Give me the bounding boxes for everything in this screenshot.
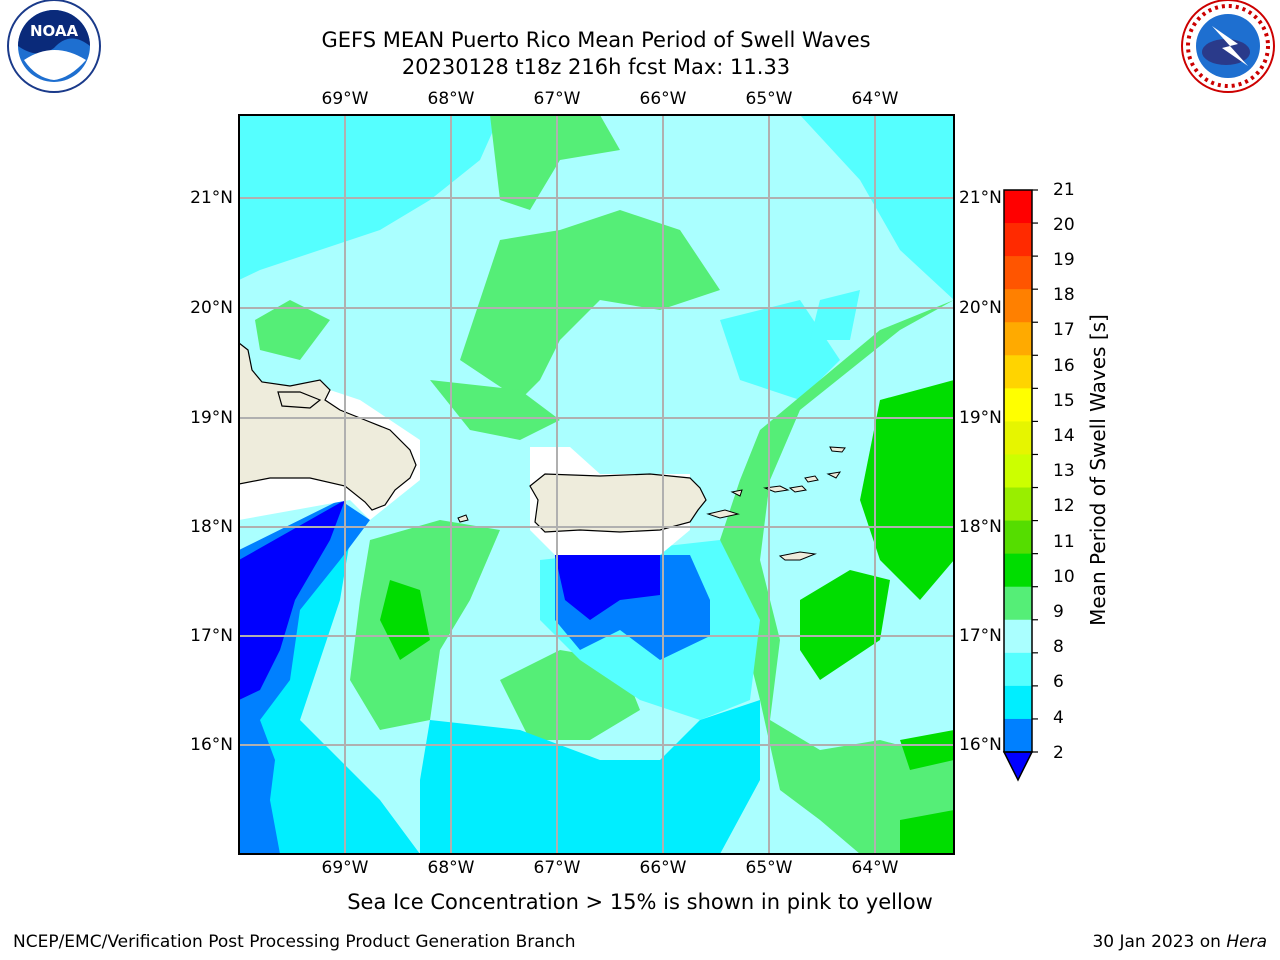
colorbar-segment — [1004, 685, 1032, 720]
colorbar-segment — [1004, 388, 1032, 422]
colorbar-segment — [1004, 322, 1032, 356]
chart-title-line1: GEFS MEAN Puerto Rico Mean Period of Swe… — [321, 28, 871, 52]
colorbar-tick-label: 20 — [1053, 215, 1075, 235]
colorbar-tick-label: 4 — [1053, 708, 1064, 728]
lon-label-top: 68°W — [427, 89, 475, 109]
lat-label-left: 20°N — [190, 298, 233, 318]
footer-date: 30 Jan 2023 on Hera — [1092, 932, 1267, 952]
lon-label-bottom: 64°W — [851, 858, 899, 878]
colorbar-tick-label: 11 — [1053, 532, 1075, 552]
colorbar-frame — [1003, 189, 1033, 753]
colorbar-tick-label: 19 — [1053, 250, 1075, 270]
colorbar-tick-label: 15 — [1053, 391, 1075, 411]
lon-label-top: 66°W — [639, 89, 687, 109]
colorbar-segment — [1004, 520, 1032, 555]
colorbar-segment — [1004, 355, 1032, 389]
svg-text:NOAA: NOAA — [30, 22, 79, 40]
lat-label-right: 21°N — [959, 188, 1002, 208]
colorbar-segment — [1004, 289, 1032, 323]
lat-label-right: 18°N — [959, 517, 1002, 537]
colorbar-segment — [1004, 652, 1032, 687]
sea-ice-note: Sea Ice Concentration > 15% is shown in … — [347, 890, 933, 914]
colorbar-tick-label: 13 — [1053, 461, 1075, 481]
colorbar-extend-triangle — [1002, 751, 1034, 782]
lon-label-top: 67°W — [533, 89, 581, 109]
colorbar-tick-label: 9 — [1053, 602, 1064, 622]
colorbar-title: Mean Period of Swell Waves [s] — [1086, 314, 1110, 626]
lat-label-right: 17°N — [959, 626, 1002, 646]
colorbar-tick-label: 8 — [1053, 637, 1064, 657]
lon-label-bottom: 69°W — [321, 858, 369, 878]
colorbar-segment — [1004, 718, 1032, 753]
lat-label-right: 20°N — [959, 298, 1002, 318]
map-area — [239, 115, 954, 854]
lon-label-top: 69°W — [321, 89, 369, 109]
national-weather-service-logo — [1181, 0, 1275, 93]
lon-label-top: 65°W — [745, 89, 793, 109]
map-gridlines — [239, 115, 954, 854]
lat-label-left: 16°N — [190, 735, 233, 755]
colorbar-segment — [1004, 619, 1032, 654]
footer-date-text: 30 Jan 2023 on — [1092, 932, 1227, 952]
colorbar-segment — [1004, 454, 1032, 489]
noaa-logo: NOAA — [7, 0, 101, 93]
footer-credit: NCEP/EMC/Verification Post Processing Pr… — [13, 932, 576, 952]
lat-label-right: 16°N — [959, 735, 1002, 755]
colorbar-segment — [1004, 190, 1032, 224]
colorbar-tick-label: 17 — [1053, 320, 1075, 340]
colorbar-segment — [1004, 553, 1032, 588]
lat-label-left: 17°N — [190, 626, 233, 646]
colorbar-tick-label: 6 — [1053, 672, 1064, 692]
colorbar — [1002, 189, 1038, 782]
colorbar-segment — [1004, 421, 1032, 455]
colorbar-tick-label: 12 — [1053, 496, 1075, 516]
lon-label-bottom: 66°W — [639, 858, 687, 878]
colorbar-tick-label: 14 — [1053, 426, 1075, 446]
colorbar-tick-label: 10 — [1053, 567, 1075, 587]
colorbar-segment — [1004, 586, 1032, 621]
footer-host: Hera — [1226, 932, 1267, 952]
colorbar-tick-label: 16 — [1053, 356, 1075, 376]
lon-label-bottom: 68°W — [427, 858, 475, 878]
colorbar-segment — [1004, 256, 1032, 290]
lat-label-right: 19°N — [959, 408, 1002, 428]
lat-label-left: 21°N — [190, 188, 233, 208]
colorbar-tick-label: 21 — [1053, 180, 1075, 200]
map-frame — [238, 114, 955, 855]
colorbar-tick-label: 18 — [1053, 285, 1075, 305]
lat-label-left: 18°N — [190, 517, 233, 537]
colorbar-tick-label: 2 — [1053, 743, 1064, 763]
lon-label-bottom: 65°W — [745, 858, 793, 878]
lon-label-bottom: 67°W — [533, 858, 581, 878]
lon-label-top: 64°W — [851, 89, 899, 109]
chart-title-line2: 20230128 t18z 216h fcst Max: 11.33 — [401, 55, 791, 79]
lat-label-left: 19°N — [190, 408, 233, 428]
colorbar-segment — [1004, 223, 1032, 257]
colorbar-segment — [1004, 487, 1032, 522]
